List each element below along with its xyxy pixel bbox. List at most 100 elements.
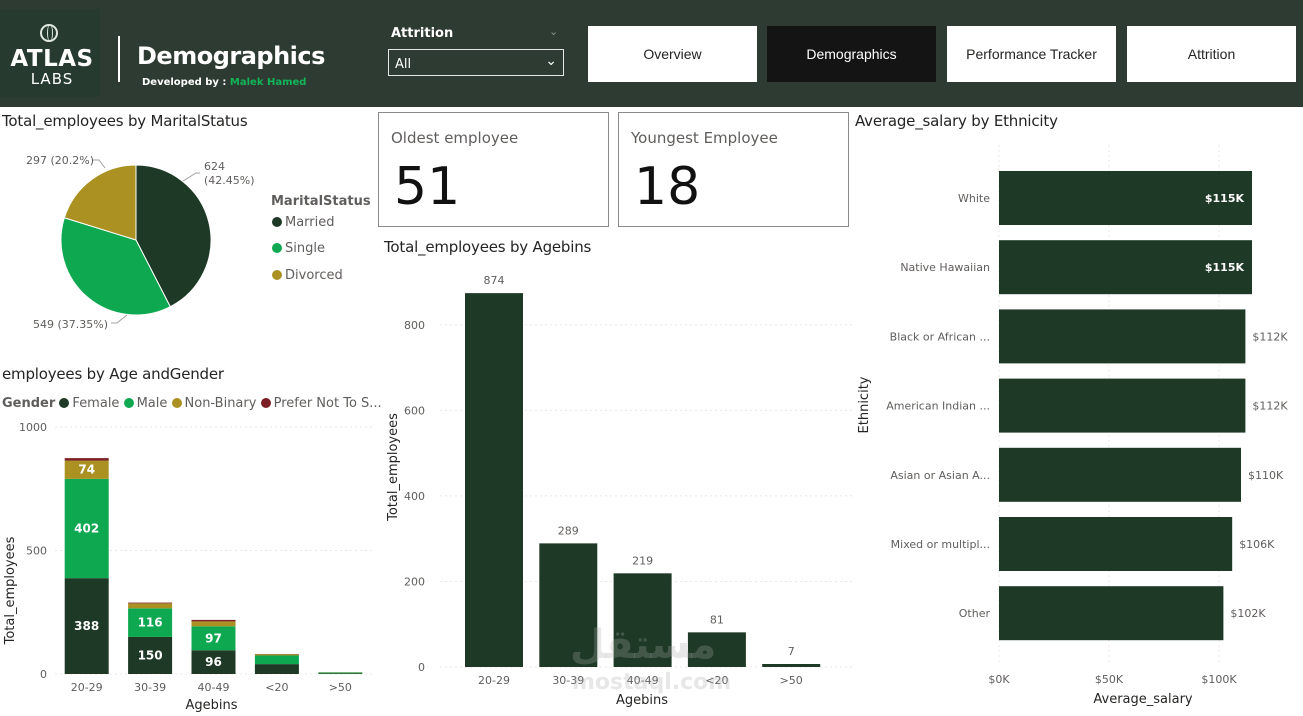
x-tick-label: <20 [265, 681, 288, 694]
y-tick-label: Mixed or multipl... [891, 538, 990, 551]
x-tick-label: 20-29 [71, 681, 103, 694]
x-tick-label: $0K [988, 673, 1010, 686]
nav-attrition-button[interactable]: Attrition [1127, 26, 1296, 82]
x-tick-label: $50K [1095, 673, 1124, 686]
pie-slice-divorced [63, 164, 137, 241]
stacked-bar-segment [64, 478, 109, 579]
h-bar [999, 309, 1246, 364]
bar-data-label: $106K [1239, 538, 1275, 551]
stacked-bar-segment [191, 621, 236, 627]
x-axis-title: Agebins [185, 698, 237, 713]
bar-data-label: 219 [632, 554, 653, 567]
marital-legend-title: MaritalStatus [271, 194, 371, 209]
page-title: Demographics [137, 42, 325, 70]
nav-demographics-button[interactable]: Demographics [767, 26, 936, 82]
y-tick-label: American Indian ... [886, 400, 990, 413]
gender-legend: Gender Female Male Non-Binary Prefer Not… [2, 396, 382, 411]
pie-data-label: 624 [204, 160, 225, 173]
bar [465, 293, 523, 667]
bar-data-label: $110K [1248, 469, 1284, 482]
stacked-bar-data-label: 402 [74, 522, 99, 536]
youngest-employee-label: Youngest Employee [631, 129, 778, 147]
logo-text-top: ATLAS [10, 46, 94, 72]
age-gender-chart-title: employees by Age andGender [2, 365, 224, 383]
stacked-bar-segment [254, 655, 299, 665]
legend-female[interactable]: Female [59, 396, 119, 411]
stacked-bar-data-label: 388 [74, 619, 99, 633]
legend-male[interactable]: Male [123, 396, 168, 411]
legend-divorced-label: Divorced [285, 268, 343, 283]
stacked-bar-segment [64, 460, 109, 479]
x-tick-label: >50 [329, 681, 352, 694]
bar-data-label: $115K [1205, 261, 1245, 274]
bar-data-label: $112K [1252, 330, 1288, 343]
slicer-collapse-icon[interactable]: ⌄ [549, 25, 559, 38]
h-bar [999, 240, 1252, 295]
legend-married[interactable]: Married [272, 215, 335, 230]
h-bar [999, 378, 1246, 433]
x-tick-label: $100K [1201, 673, 1237, 686]
legend-single-label: Single [285, 241, 325, 256]
x-tick-label: 30-39 [134, 681, 166, 694]
legend-non-binary-label: Non-Binary [184, 396, 257, 411]
bar-data-label: 81 [710, 613, 724, 626]
stacked-bar-segment [64, 578, 109, 674]
pie-slice-married [135, 164, 212, 308]
y-tick-label: 1000 [19, 421, 47, 434]
bar [687, 632, 746, 667]
h-bar [999, 517, 1233, 571]
marital-chart-title: Total_employees by MaritalStatus [2, 112, 248, 130]
y-tick-label: 800 [404, 319, 425, 332]
stacked-bar-segment [191, 619, 236, 622]
x-tick-label: >50 [780, 674, 803, 687]
y-axis-title: Total_employees [3, 536, 18, 645]
legend-dot [272, 217, 282, 227]
legend-prefer-not-label: Prefer Not To S... [273, 396, 382, 411]
atlas-labs-logo: ATLAS LABS [0, 9, 100, 97]
pie-data-label: 549 (37.35%) [33, 318, 108, 331]
bar [613, 573, 672, 667]
pie-slice-single [60, 217, 171, 316]
stacked-bar-data-label: 74 [78, 463, 95, 477]
stacked-bar-segment [254, 654, 299, 656]
legend-divorced[interactable]: Divorced [272, 268, 343, 283]
agebins-bar-chart: 0 200 400 600 800 874 20-29 289 30-39 219 40-49 81 <… [386, 274, 852, 708]
legend-dot [59, 398, 70, 408]
y-tick-label: 600 [404, 404, 425, 417]
chevron-down-icon: ⌄ [545, 53, 557, 69]
legend-single[interactable]: Single [272, 241, 325, 256]
stacked-bar-data-label: 97 [205, 631, 222, 645]
stacked-bar-segment [128, 636, 173, 674]
legend-prefer-not[interactable]: Prefer Not To S... [260, 396, 382, 411]
stacked-bar-segment [64, 458, 109, 461]
youngest-employee-value: 18 [634, 157, 701, 217]
stacked-bar-segment [254, 664, 299, 674]
x-tick-label: 40-49 [627, 674, 659, 687]
x-axis-title: Average_salary [1093, 692, 1193, 707]
developer-credit: Developed by : Malek Hamed [142, 77, 306, 88]
salary-chart-title: Average_salary by Ethnicity [855, 112, 1058, 130]
globe-icon [40, 24, 58, 42]
gender-legend-title: Gender [2, 396, 56, 411]
attrition-slicer-label: Attrition [391, 26, 454, 41]
developer-name: Malek Hamed [229, 77, 307, 88]
header-divider [118, 36, 120, 82]
stacked-bar-segment [128, 608, 173, 637]
y-axis-title: Total_employees [386, 413, 401, 522]
x-tick-label: 40-49 [198, 681, 230, 694]
oldest-employee-card: Oldest employee 51 [378, 112, 609, 227]
stacked-bar-segment [191, 626, 236, 651]
salary-by-ethnicity-chart: $0K $50K $100K $115K White $115K Native Hawaii… [857, 145, 1288, 707]
y-tick-label: Asian or Asian A... [890, 469, 990, 482]
stacked-bar-segment [191, 650, 236, 674]
nav-performance-tracker-button[interactable]: Performance Tracker [947, 26, 1116, 82]
x-tick-label: 30-39 [552, 674, 584, 687]
legend-male-label: Male [136, 396, 168, 411]
legend-non-binary[interactable]: Non-Binary [171, 396, 257, 411]
attrition-slicer-dropdown[interactable]: All ⌄ [388, 49, 564, 76]
pie-leader-line [93, 159, 106, 169]
bar-data-label: $102K [1230, 607, 1266, 620]
youngest-employee-card: Youngest Employee 18 [618, 112, 849, 227]
bar-data-label: $115K [1205, 192, 1245, 205]
nav-overview-button[interactable]: Overview [588, 26, 757, 82]
